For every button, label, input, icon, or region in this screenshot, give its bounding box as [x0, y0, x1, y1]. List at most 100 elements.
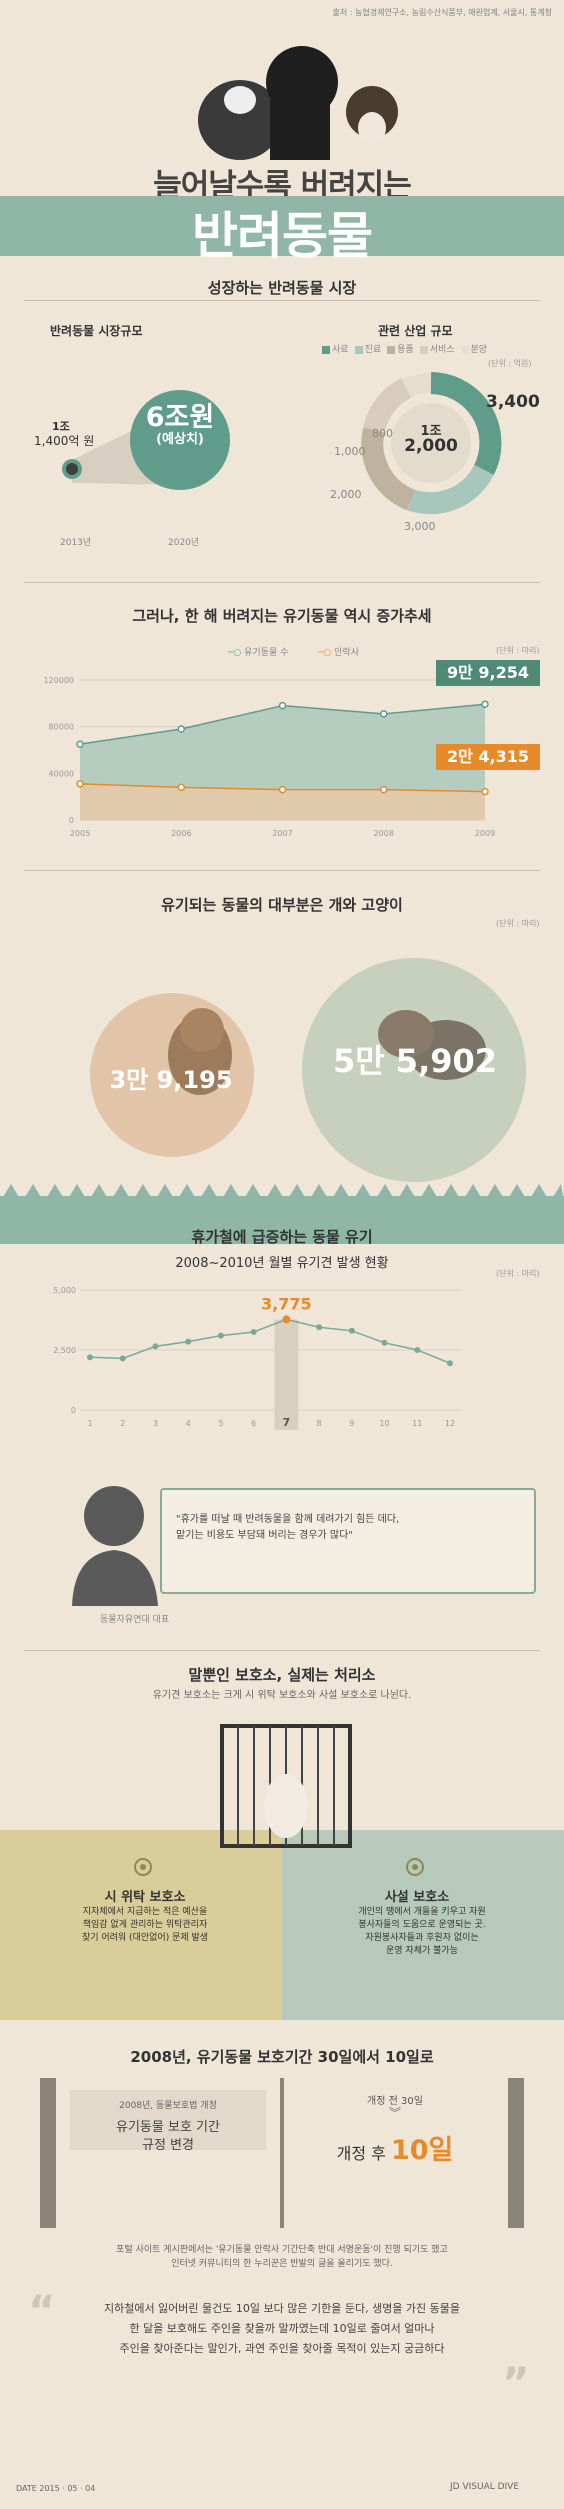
dog-circle — [302, 958, 526, 1182]
market-section-title: 성장하는 반려동물 시장 — [207, 279, 357, 297]
x-tick-label: 11 — [412, 1419, 422, 1428]
donut-value-goods: 2,000 — [330, 488, 362, 501]
industry-legend-item: 서비스 — [419, 342, 455, 355]
donut-value-sale: 800 — [372, 427, 393, 440]
public-shelter-title: 시 위탁 보호소 — [104, 1890, 186, 1905]
callout-euthanasia: 2만 4,315 — [436, 744, 540, 770]
x-tick-label: 2006 — [171, 829, 191, 838]
private-shelter-line: 개인의 땡에서 개들을 키우고 자원 — [358, 1907, 486, 1917]
y-tick-label: 0 — [71, 1406, 76, 1415]
public-shelter-text: 지자체에서 지급하는 적은 예산을 책임감 없게 관리하는 위탁관리자 찾기 어려워… — [60, 1906, 230, 1945]
y-tick-label: 5,000 — [53, 1286, 76, 1295]
law-note-line1: 포털 사이트 게시판에서는 '유기동물 안락사 기간단축 반대 서명운동'이 진… — [116, 2245, 448, 2255]
data-point — [282, 1315, 291, 1324]
x-tick-label: 10 — [379, 1419, 389, 1428]
x-tick-label: 2009 — [475, 829, 495, 838]
holiday-quote-box — [160, 1488, 536, 1594]
data-point — [250, 1329, 257, 1335]
sun-icon-public — [134, 1858, 152, 1876]
industry-title: 관련 산업 규모 — [378, 324, 453, 338]
sun-icon-private — [406, 1858, 424, 1876]
industry-legend-item: 용품 — [387, 342, 414, 355]
peak-label: 3,775 — [261, 1294, 312, 1313]
x-tick-label: 3 — [153, 1419, 158, 1428]
market-2013-value: 1,400억 원 — [34, 434, 95, 448]
industry-legend-item: 분양 — [460, 342, 487, 355]
shelter-section-sub: 유기견 보호소는 크게 시 위탁 보호소와 사설 보호소로 나뉜다. — [152, 1690, 412, 1701]
x-tick-label: 8 — [317, 1419, 322, 1428]
law-after: 개정 후 10일 — [336, 2135, 454, 2166]
x-tick-label: 9 — [349, 1419, 354, 1428]
x-tick-label: 12 — [445, 1419, 455, 1428]
y-tick-label: 2,500 — [53, 1346, 76, 1355]
market-left-title: 반려동물 시장규모 — [50, 324, 143, 338]
x-tick-label: 4 — [186, 1419, 191, 1428]
data-point — [447, 1360, 453, 1367]
x-tick-label: 6 — [251, 1419, 256, 1428]
down-arrow-icon: ︾ — [388, 2106, 401, 2120]
industry-legend-item: 진료 — [354, 342, 381, 355]
holiday-quote-line1: "휴가를 떠날 때 반려동물을 함께 데려가기 힘든 데다, — [176, 1514, 400, 1525]
x-tick-label: 2 — [120, 1419, 125, 1428]
industry-legend: 사료 진료 용품 서비스 분양 — [322, 342, 487, 355]
data-point — [348, 1327, 355, 1334]
legend-abandoned: ─○ 유기동물 수 — [228, 648, 289, 658]
data-point — [380, 710, 388, 718]
data-point — [278, 785, 287, 794]
data-point — [76, 740, 84, 748]
industry-donut — [361, 372, 502, 515]
data-point — [414, 1347, 421, 1353]
monthly-unit: (단위 : 마리) — [496, 1269, 540, 1278]
y-tick-label: 40000 — [49, 769, 74, 778]
y-tick-label: 80000 — [49, 723, 74, 732]
dogs-illustration — [198, 46, 398, 160]
x-tick-label: 1 — [87, 1419, 92, 1428]
holiday-quote-line2: 맡기는 비용도 부담돼 버리는 경우가 많다" — [176, 1530, 353, 1541]
callout-total: 9만 9,254 — [436, 660, 540, 686]
law-quote-line2: 한 달을 보호해도 주인을 찾을까 말까였는데 10일로 줄여서 얼마나 — [129, 2322, 435, 2335]
series-line — [89, 1318, 451, 1364]
close-quote-icon: ” — [502, 2358, 530, 2407]
market-2020-note: (예상치) — [156, 432, 204, 447]
abandoned-unit: (단위 : 마리) — [496, 646, 540, 655]
donut-center-value: 2,000 — [404, 436, 458, 456]
donut-value-feed: 3,400 — [486, 392, 540, 412]
hero-subtitle: 반려동물 — [192, 207, 373, 265]
private-shelter-line: 운영 자체가 불가능 — [386, 1946, 458, 1956]
cat-circle — [90, 993, 254, 1157]
market-2013-top: 1조 — [52, 420, 70, 433]
x-tick-label: 2007 — [272, 829, 292, 838]
footer-date: DATE 2015 · 05 · 04 — [16, 2484, 96, 2493]
industry-legend-item: 사료 — [322, 342, 349, 355]
private-shelter-line: 자원봉사자들과 후원자 없이는 — [365, 1933, 479, 1943]
x-tick-label: 7 — [283, 1416, 291, 1429]
book-left-line1: 유기동물 보호 기간 — [116, 2120, 220, 2135]
monthly-chart-title: 2008~2010년 월별 유기견 발생 현황 — [175, 1256, 389, 1271]
private-shelter-line: 봉사자들의 도움으로 운영되는 곳. — [358, 1920, 486, 1930]
open-quote-icon: “ — [28, 2286, 56, 2335]
y-tick-label: 0 — [69, 816, 74, 825]
divider — [24, 582, 540, 583]
donut-value-service: 1,000 — [334, 445, 366, 458]
industry-unit: (단위 : 억원) — [488, 359, 532, 368]
shelter-section-title: 말뿐인 보호소, 실제는 처리소 — [188, 1666, 376, 1684]
legend-euthanasia: ─○ 안락사 — [318, 648, 359, 658]
footer-brand: JD VISUAL DIVE — [450, 2482, 520, 2492]
data-point — [177, 783, 185, 792]
book-left-box — [70, 2090, 266, 2150]
donut-center-top: 1조 — [420, 424, 442, 439]
data-point — [278, 701, 287, 710]
holiday-section-title: 휴가철에 급증하는 동물 유기 — [191, 1228, 373, 1246]
book-left-top: 2008년, 동물보호법 개정 — [119, 2101, 217, 2111]
y-tick-label: 120000 — [43, 676, 74, 685]
market-growth-graphic — [62, 390, 230, 490]
x-tick-label: 5 — [218, 1419, 223, 1428]
hero-band — [0, 196, 564, 256]
speaker-name: 동물자유연대 대표 — [100, 1615, 170, 1625]
data-point — [119, 1355, 126, 1362]
law-quote-line3: 주인을 찾아준다는 말인가, 과연 주인을 찾아줄 목적이 있는지 궁금하다 — [119, 2342, 445, 2355]
dogs-cats-section-title: 유기되는 동물의 대부분은 개와 고양이 — [161, 896, 403, 914]
data-point — [87, 1354, 93, 1361]
shelter-background — [0, 1830, 564, 2020]
